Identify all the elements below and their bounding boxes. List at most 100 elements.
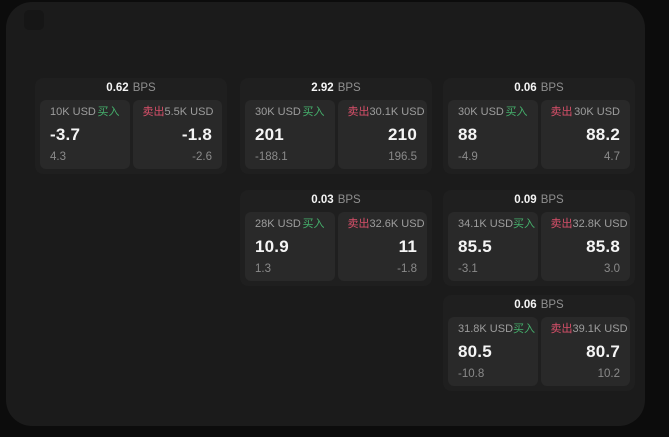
buy-badge: 买入	[302, 218, 325, 230]
quote-tiles: 10K USD 买入 -3.7 4.3 卖出 5.5K USD -1.8 -2.…	[40, 100, 222, 169]
bps-unit-label: BPS	[132, 82, 156, 95]
buy-price: 85.5	[458, 237, 492, 257]
quote-card: 2.92 BPS 30K USD 买入 201 -188.1 卖出 30.1K …	[240, 78, 432, 174]
sell-sub-value: 3.0	[604, 262, 620, 275]
quote-card: 0.09 BPS 34.1K USD 买入 85.5 -3.1 卖出 32.8K…	[443, 190, 635, 286]
bps-value: 0.62	[106, 82, 129, 95]
sell-tile-header: 卖出 5.5K USD	[142, 106, 214, 118]
bps-header: 0.06 BPS	[448, 295, 630, 317]
sell-badge: 卖出	[550, 218, 573, 230]
bps-header: 0.03 BPS	[245, 190, 427, 212]
bps-unit-label: BPS	[337, 82, 361, 95]
sell-sub-value: 4.7	[604, 150, 620, 163]
bps-header: 2.92 BPS	[245, 78, 427, 100]
buy-sub-value: 4.3	[50, 150, 66, 163]
buy-tile[interactable]: 30K USD 买入 88 -4.9	[448, 100, 538, 169]
bps-header: 0.62 BPS	[40, 78, 222, 100]
sell-badge: 卖出	[347, 106, 370, 118]
sell-price: -1.8	[181, 125, 212, 145]
buy-sub-value: -10.8	[458, 367, 485, 380]
buy-sub-value: -4.9	[458, 150, 478, 163]
buy-tile-header: 34.1K USD 买入	[458, 218, 535, 230]
quote-tiles: 30K USD 买入 88 -4.9 卖出 30K USD 88.2 4.7	[448, 100, 630, 169]
sell-badge: 卖出	[550, 323, 573, 335]
buy-sub-value: -3.1	[458, 262, 478, 275]
sell-tile-header: 卖出 32.8K USD	[550, 218, 628, 230]
sell-badge: 卖出	[142, 106, 165, 118]
buy-badge: 买入	[97, 106, 120, 118]
quote-card: 0.06 BPS 30K USD 买入 88 -4.9 卖出 30K USD 8…	[443, 78, 635, 174]
buy-tile-header: 10K USD 买入	[50, 107, 120, 118]
sell-price: 11	[398, 237, 417, 257]
sell-tile[interactable]: 卖出 39.1K USD 80.7 10.2	[540, 317, 630, 386]
sell-tile[interactable]: 卖出 5.5K USD -1.8 -2.6	[132, 100, 222, 169]
quote-card: 0.03 BPS 28K USD 买入 10.9 1.3 卖出 32.6K US…	[240, 190, 432, 286]
sell-amount: 32.6K USD	[369, 218, 425, 230]
buy-sub-value: 1.3	[255, 262, 271, 275]
buy-tile-header: 31.8K USD 买入	[458, 324, 535, 335]
buy-amount: 30K USD	[458, 106, 504, 118]
buy-badge: 买入	[505, 106, 528, 118]
sell-amount: 30K USD	[574, 106, 620, 118]
sell-sub-value: 10.2	[597, 367, 620, 380]
sell-tile[interactable]: 卖出 30.1K USD 210 196.5	[337, 100, 427, 169]
quote-tiles: 34.1K USD 买入 85.5 -3.1 卖出 32.8K USD 85.8…	[448, 212, 630, 281]
quote-card: 0.62 BPS 10K USD 买入 -3.7 4.3 卖出 5.5K USD…	[35, 78, 227, 174]
sell-tile[interactable]: 卖出 32.6K USD 11 -1.8	[337, 212, 427, 281]
sell-tile-header: 卖出 39.1K USD	[550, 323, 628, 335]
bps-header: 0.06 BPS	[448, 78, 630, 100]
buy-tile[interactable]: 30K USD 买入 201 -188.1	[245, 100, 335, 169]
buy-badge: 买入	[513, 218, 536, 230]
buy-sub-value: -188.1	[255, 150, 288, 163]
buy-tile-header: 30K USD 买入	[255, 107, 325, 118]
sell-sub-value: -2.6	[192, 150, 212, 163]
bps-unit-label: BPS	[540, 299, 564, 312]
sell-amount: 32.8K USD	[572, 218, 628, 230]
sell-price: 210	[388, 125, 417, 145]
bps-unit-label: BPS	[540, 82, 564, 95]
buy-price: 80.5	[458, 342, 492, 362]
sell-price: 85.8	[586, 237, 620, 257]
buy-tile-header: 30K USD 买入	[458, 107, 528, 118]
bps-value: 0.06	[514, 299, 537, 312]
sell-tile[interactable]: 卖出 30K USD 88.2 4.7	[540, 100, 630, 169]
buy-badge: 买入	[302, 106, 325, 118]
bps-unit-label: BPS	[337, 194, 361, 207]
sell-badge: 卖出	[347, 218, 370, 230]
bps-unit-label: BPS	[540, 194, 564, 207]
buy-amount: 28K USD	[255, 218, 301, 230]
bps-header: 0.09 BPS	[448, 190, 630, 212]
sell-amount: 30.1K USD	[369, 106, 425, 118]
buy-tile[interactable]: 34.1K USD 买入 85.5 -3.1	[448, 212, 538, 281]
quote-tiles: 28K USD 买入 10.9 1.3 卖出 32.6K USD 11 -1.8	[245, 212, 427, 281]
sell-sub-value: 196.5	[388, 150, 417, 163]
sell-price: 88.2	[586, 125, 620, 145]
sell-price: 80.7	[586, 342, 620, 362]
buy-amount: 30K USD	[255, 106, 301, 118]
buy-amount: 10K USD	[50, 106, 96, 118]
buy-price: 88	[458, 125, 478, 145]
quote-card: 0.06 BPS 31.8K USD 买入 80.5 -10.8 卖出 39.1…	[443, 295, 635, 391]
buy-badge: 买入	[513, 323, 536, 335]
sell-amount: 39.1K USD	[572, 323, 628, 335]
buy-price: 10.9	[255, 237, 289, 257]
buy-price: 201	[255, 125, 284, 145]
sell-sub-value: -1.8	[397, 262, 417, 275]
buy-price: -3.7	[50, 125, 81, 145]
bps-value: 2.92	[311, 82, 334, 95]
buy-tile[interactable]: 10K USD 买入 -3.7 4.3	[40, 100, 130, 169]
sell-tile[interactable]: 卖出 32.8K USD 85.8 3.0	[540, 212, 630, 281]
quote-tiles: 30K USD 买入 201 -188.1 卖出 30.1K USD 210 1…	[245, 100, 427, 169]
bps-value: 0.09	[514, 194, 537, 207]
buy-tile[interactable]: 31.8K USD 买入 80.5 -10.8	[448, 317, 538, 386]
sell-badge: 卖出	[550, 106, 573, 118]
sell-amount: 5.5K USD	[164, 106, 214, 118]
sell-tile-header: 卖出 30.1K USD	[347, 106, 425, 118]
menu-icon[interactable]	[24, 10, 44, 30]
bps-value: 0.03	[311, 194, 334, 207]
quote-tiles: 31.8K USD 买入 80.5 -10.8 卖出 39.1K USD 80.…	[448, 317, 630, 386]
buy-amount: 34.1K USD	[458, 218, 514, 230]
buy-tile[interactable]: 28K USD 买入 10.9 1.3	[245, 212, 335, 281]
